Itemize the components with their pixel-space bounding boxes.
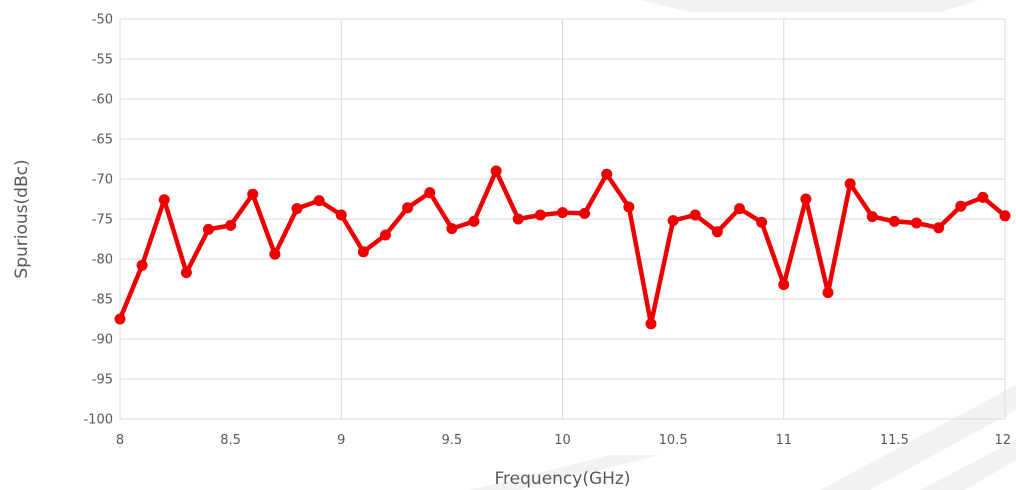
data-point — [269, 248, 281, 260]
y-tick-label: -70 — [92, 173, 113, 188]
data-point — [136, 259, 148, 271]
data-point — [689, 209, 701, 221]
data-point — [357, 246, 369, 258]
decor-stripe — [470, 455, 660, 490]
data-point — [446, 223, 458, 235]
data-point — [490, 165, 502, 177]
data-point — [180, 267, 192, 279]
x-tick-label: 12 — [994, 433, 1011, 448]
data-point — [667, 215, 679, 227]
data-point — [933, 222, 945, 234]
x-tick-label: 8.5 — [220, 433, 241, 448]
y-axis-ticks: -50 -55 -60 -65 -70 -75 -80 -85 -90 -95 -100 — [83, 13, 113, 428]
data-point — [203, 223, 214, 235]
data-point — [888, 215, 900, 227]
y-axis-title: Spurious(dBc) — [12, 159, 32, 278]
y-tick-label: -85 — [92, 293, 113, 308]
x-axis-title: Frequency(GHz) — [495, 469, 631, 489]
x-tick-label: 11.5 — [880, 433, 909, 448]
x-tick-label: 9.5 — [442, 433, 463, 448]
data-point — [645, 318, 657, 330]
data-point — [313, 195, 325, 207]
data-point — [402, 202, 414, 214]
data-point — [800, 193, 812, 205]
data-point — [822, 287, 834, 299]
y-tick-label: -100 — [83, 413, 113, 428]
data-point — [977, 191, 989, 203]
data-point — [911, 217, 922, 229]
data-point — [778, 279, 790, 291]
data-point — [534, 209, 546, 221]
data-point — [711, 226, 723, 238]
data-point — [291, 203, 303, 215]
data-point — [866, 211, 878, 223]
data-point — [844, 178, 856, 190]
data-point — [756, 216, 768, 228]
data-point — [335, 209, 347, 221]
data-point — [579, 207, 591, 219]
data-point — [623, 201, 635, 213]
background-decor — [470, 0, 1016, 490]
y-tick-label: -75 — [92, 213, 113, 228]
data-point — [557, 207, 568, 219]
data-point — [424, 187, 436, 199]
data-point — [247, 188, 259, 200]
x-tick-label: 9 — [337, 433, 345, 448]
y-tick-label: -60 — [92, 93, 113, 108]
decor-stripe — [820, 385, 1016, 490]
y-tick-label: -50 — [92, 13, 113, 28]
data-point — [955, 200, 967, 212]
data-point — [380, 229, 391, 241]
data-point — [468, 215, 480, 227]
decor-stripe — [920, 440, 1016, 490]
x-axis-ticks: 8 8.5 9 9.5 10 10.5 11 11.5 12 — [116, 433, 1011, 448]
decor-stripe — [640, 0, 980, 12]
y-tick-label: -90 — [92, 333, 113, 348]
data-point — [999, 210, 1011, 222]
data-point — [158, 194, 170, 206]
data-point — [114, 313, 126, 325]
y-tick-label: -55 — [92, 53, 113, 68]
y-tick-label: -80 — [92, 253, 113, 268]
x-tick-label: 8 — [116, 433, 124, 448]
x-tick-label: 11 — [775, 433, 792, 448]
series-group — [114, 165, 1011, 330]
data-point — [734, 203, 745, 215]
data-point — [225, 219, 237, 231]
y-tick-label: -95 — [92, 373, 113, 388]
data-point — [512, 213, 524, 225]
x-tick-label: 10 — [554, 433, 571, 448]
data-point — [601, 168, 613, 180]
y-tick-label: -65 — [92, 133, 113, 148]
x-tick-label: 10.5 — [659, 433, 688, 448]
